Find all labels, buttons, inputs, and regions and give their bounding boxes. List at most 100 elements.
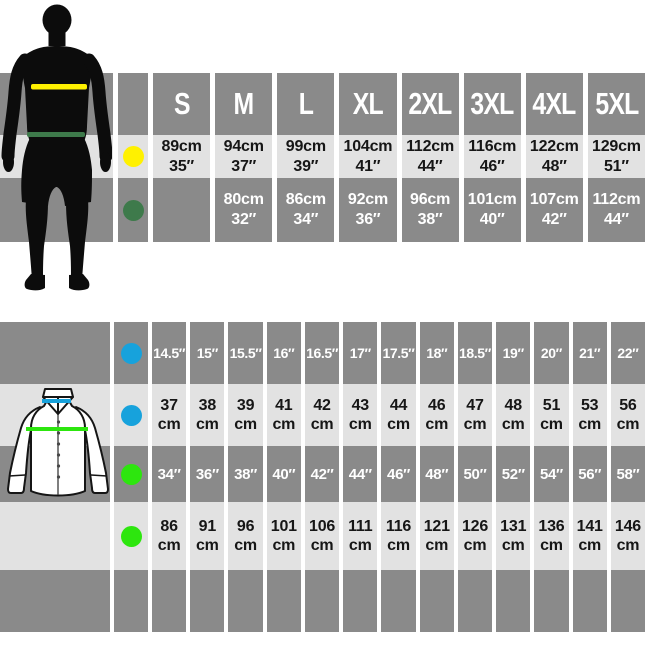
collar-inches-cell: 15″ bbox=[190, 322, 225, 384]
waist-marker-dot bbox=[122, 199, 144, 221]
chest-measurement-cell: 104cm 41″ bbox=[339, 135, 397, 178]
waist-measurement-cell: 101cm 40″ bbox=[463, 178, 521, 242]
shirt-chest-inches-cell: 52″ bbox=[496, 446, 531, 502]
collar-inches-cell: 21″ bbox=[572, 322, 607, 384]
size-label: XL bbox=[352, 86, 384, 121]
shirt-column-cell bbox=[0, 502, 110, 570]
chest-marker-cell bbox=[118, 135, 148, 178]
empty-cell bbox=[343, 570, 378, 632]
collar-cm-cell: 51 cm bbox=[534, 384, 569, 446]
chest-measurement-cell: 112cm 44″ bbox=[401, 135, 459, 178]
waist-measure-line bbox=[27, 132, 85, 137]
collar-measure-line bbox=[42, 399, 71, 403]
collar-cm-row: 37 cm 38 cm 39 cm 41 cm 42 cm 43 cm 44 c… bbox=[0, 384, 646, 446]
collar-marker-cell bbox=[114, 384, 148, 446]
shirt-chest-cm-cell: 101 cm bbox=[266, 502, 301, 570]
collar-cm-cell: 56 cm bbox=[610, 384, 646, 446]
empty-cell bbox=[304, 570, 340, 632]
empty-cell bbox=[190, 570, 225, 632]
empty-marker-cell bbox=[114, 570, 148, 632]
waist-measurement-cell bbox=[153, 178, 211, 242]
waist-marker-cell bbox=[118, 178, 148, 242]
waist-measurement-cell: 92cm 36″ bbox=[339, 178, 397, 242]
collar-cm-cell: 38 cm bbox=[190, 384, 225, 446]
shirt-chest-marker-cell bbox=[114, 446, 148, 502]
shirt-column-cell bbox=[0, 570, 110, 632]
empty-cell bbox=[610, 570, 646, 632]
marker-column-header-cell bbox=[118, 73, 148, 135]
empty-cell bbox=[572, 570, 607, 632]
empty-cell bbox=[266, 570, 301, 632]
shirt-chest-cm-cell: 96 cm bbox=[228, 502, 263, 570]
collar-cm-cell: 39 cm bbox=[228, 384, 263, 446]
shirt-chest-inches-cell: 58″ bbox=[610, 446, 646, 502]
shirt-chest-cm-cell: 131 cm bbox=[496, 502, 531, 570]
shirt-chest-cm-cell: 106 cm bbox=[304, 502, 340, 570]
size-label: S bbox=[173, 86, 191, 121]
shirt-chest-inches-cell: 44″ bbox=[343, 446, 378, 502]
size-column-header: 2XL bbox=[401, 73, 459, 135]
shirt-chest-marker-dot bbox=[120, 463, 142, 485]
size-column-header: 4XL bbox=[525, 73, 583, 135]
collar-inches-cell: 22″ bbox=[610, 322, 646, 384]
empty-cell bbox=[228, 570, 263, 632]
adult-size-header-row: S M L XL 2XL 3XL 4XL 5XL bbox=[0, 73, 645, 135]
collar-cm-cell: 47 cm bbox=[457, 384, 493, 446]
shirt-chest-inches-cell: 54″ bbox=[534, 446, 569, 502]
waist-measurement-cell: 107cm 42″ bbox=[525, 178, 583, 242]
collar-inches-cell: 16″ bbox=[266, 322, 301, 384]
collar-cm-cell: 46 cm bbox=[419, 384, 454, 446]
shirt-chest-cm-cell: 116 cm bbox=[381, 502, 416, 570]
collar-inches-cell: 14.5″ bbox=[152, 322, 187, 384]
collar-inches-row: 14.5″ 15″ 15.5″ 16″ 16.5″ 17″ 17.5″ 18″ … bbox=[0, 322, 646, 384]
chest-measurement-cell: 89cm 35″ bbox=[153, 135, 211, 178]
collar-cm-cell: 48 cm bbox=[496, 384, 531, 446]
shirt-chest-marker-dot bbox=[120, 525, 142, 547]
shirt-chest-cm-cell: 121 cm bbox=[419, 502, 454, 570]
shirt-chest-marker-cell bbox=[114, 502, 148, 570]
chest-measurement-cell: 94cm 37″ bbox=[215, 135, 273, 178]
shirt-chest-cm-row: 86 cm 91 cm 96 cm 101 cm 106 cm 111 cm 1… bbox=[0, 502, 646, 570]
chest-measurement-cell: 122cm 48″ bbox=[525, 135, 583, 178]
chest-marker-dot bbox=[122, 146, 144, 167]
shirt-chest-inches-cell: 50″ bbox=[457, 446, 493, 502]
collar-cm-cell: 53 cm bbox=[572, 384, 607, 446]
shirt-chest-cm-cell: 141 cm bbox=[572, 502, 607, 570]
collar-inches-cell: 15.5″ bbox=[228, 322, 263, 384]
cuff-seams bbox=[8, 474, 108, 477]
shirt-chest-inches-cell: 36″ bbox=[190, 446, 225, 502]
shirt-chest-inches-cell: 42″ bbox=[304, 446, 340, 502]
shirt-chest-inches-cell: 48″ bbox=[419, 446, 454, 502]
chest-measurement-cell: 129cm 51″ bbox=[587, 135, 645, 178]
collar-cm-cell: 41 cm bbox=[266, 384, 301, 446]
size-label: 4XL bbox=[532, 86, 577, 121]
collar-inches-cell: 17″ bbox=[343, 322, 378, 384]
shirt-chest-measure-line bbox=[26, 427, 88, 431]
size-label: L bbox=[298, 86, 314, 121]
size-column-header: XL bbox=[339, 73, 397, 135]
empty-cell bbox=[457, 570, 493, 632]
collar-marker-dot bbox=[120, 404, 142, 426]
shirt-chest-inches-cell: 56″ bbox=[572, 446, 607, 502]
empty-cell bbox=[496, 570, 531, 632]
size-label: M bbox=[233, 86, 255, 121]
collar-inches-cell: 16.5″ bbox=[304, 322, 340, 384]
collar-cm-cell: 37 cm bbox=[152, 384, 187, 446]
size-column-header: S bbox=[153, 73, 211, 135]
size-label: 2XL bbox=[408, 86, 453, 121]
male-figure-illustration bbox=[1, 4, 112, 291]
size-column-header: M bbox=[215, 73, 273, 135]
size-column-header: 5XL bbox=[587, 73, 645, 135]
chest-measure-line bbox=[31, 84, 87, 90]
shirt-empty-row bbox=[0, 570, 646, 632]
collar-cm-cell: 43 cm bbox=[343, 384, 378, 446]
buttons bbox=[56, 420, 61, 479]
size-column-header: L bbox=[277, 73, 335, 135]
collar-inches-cell: 17.5″ bbox=[381, 322, 416, 384]
shirt-chest-cm-cell: 86 cm bbox=[152, 502, 187, 570]
waist-measurement-cell: 86cm 34″ bbox=[277, 178, 335, 242]
empty-cell bbox=[534, 570, 569, 632]
chest-measurement-cell: 99cm 39″ bbox=[277, 135, 335, 178]
shirt-column-cell bbox=[0, 322, 110, 384]
